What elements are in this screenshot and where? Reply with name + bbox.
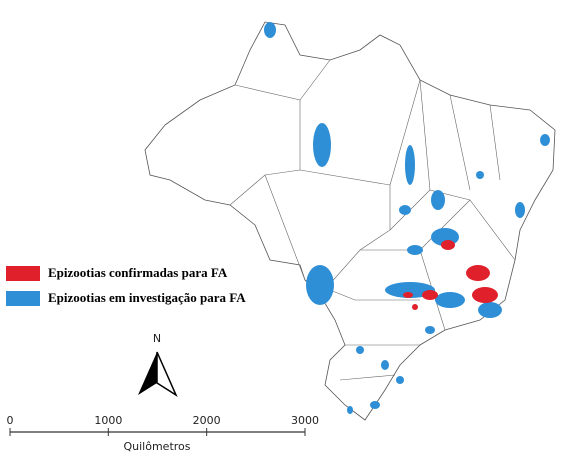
scale-label: 3000: [291, 414, 319, 427]
legend-swatch: [6, 291, 40, 306]
scale-label: 2000: [193, 414, 221, 427]
legend: Epizootias confirmadas para FA Epizootia…: [6, 265, 246, 306]
country-outline: [144, 21, 556, 421]
north-label: N: [153, 332, 161, 345]
confirmed-areas: [403, 240, 498, 310]
legend-label: Epizootias confirmadas para FA: [48, 265, 228, 280]
scale-label: 0: [7, 414, 14, 427]
scale-label: 1000: [94, 414, 122, 427]
scale-unit: Quilômetros: [123, 440, 190, 453]
legend-swatch: [6, 266, 40, 281]
north-arrow: N: [138, 332, 178, 397]
legend-label: Epizootias em investigação para FA: [48, 290, 246, 305]
scale-bar: Quilômetros 0 1000 2000 3000: [7, 414, 320, 453]
